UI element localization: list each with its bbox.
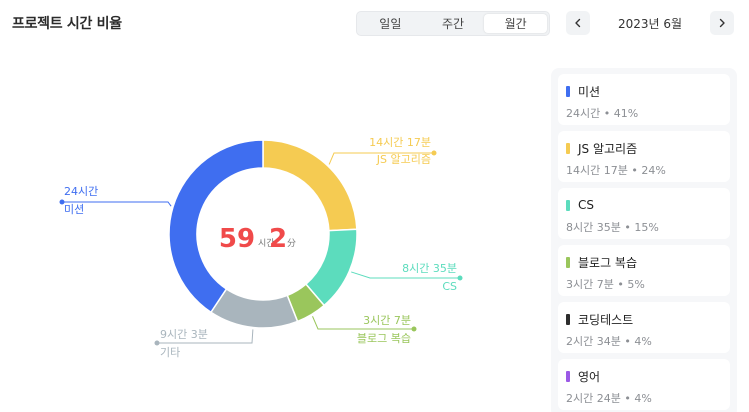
legend-detail: 8시간 35분 • 15% <box>566 221 659 234</box>
callout-name-label: CS <box>442 280 457 293</box>
legend-detail: 2시간 24분 • 4% <box>566 392 652 405</box>
donut-slice[interactable] <box>168 139 264 314</box>
chevron-right-icon <box>719 18 725 28</box>
legend-name: 블로그 복습 <box>578 255 638 270</box>
legend-item[interactable]: JS 알고리즘 14시간 17분 • 24% <box>558 131 730 182</box>
color-swatch <box>566 313 570 325</box>
tab-weekly[interactable]: 주간 <box>441 17 465 31</box>
center-hours-unit: 시간 <box>258 238 275 249</box>
legend-name: 영어 <box>578 369 601 384</box>
tab-monthly[interactable]: 월간 <box>484 14 548 33</box>
callout-value-label: 14시간 17분 <box>369 136 431 149</box>
callout-line <box>328 152 434 165</box>
current-month: 2023년 6월 <box>617 16 683 31</box>
callout-dot <box>457 275 463 281</box>
period-tabs: 일일 주간 월간 <box>356 11 550 36</box>
legend-name: JS 알고리즘 <box>578 141 638 156</box>
color-swatch <box>566 256 570 268</box>
callout-name-label: 블로그 복습 <box>357 332 411 345</box>
legend-name: CS <box>578 198 594 212</box>
callout-dot <box>59 199 65 205</box>
color-swatch <box>566 142 570 154</box>
callout-line <box>351 271 460 279</box>
callout-dot <box>154 340 160 346</box>
next-month-button[interactable] <box>710 11 734 35</box>
callout-line <box>62 201 172 207</box>
legend-item[interactable]: 미션 24시간 • 41% <box>558 74 730 125</box>
color-swatch <box>566 199 570 211</box>
legend-name: 미션 <box>578 84 601 99</box>
callout-line <box>312 316 414 330</box>
chevron-left-icon <box>575 18 581 28</box>
legend-item[interactable]: CS 8시간 35분 • 15% <box>558 188 730 239</box>
callout-value-label: 24시간 <box>64 185 98 198</box>
legend-detail: 3시간 7분 • 5% <box>566 278 645 291</box>
page-title: 프로젝트 시간 비율 <box>12 16 122 32</box>
center-minutes: 2 <box>269 224 287 254</box>
legend-item[interactable]: 영어 2시간 24분 • 4% <box>558 359 730 410</box>
legend-detail: 2시간 34분 • 4% <box>566 335 652 348</box>
prev-month-button[interactable] <box>566 11 590 35</box>
color-swatch <box>566 370 570 382</box>
legend-detail: 14시간 17분 • 24% <box>566 164 666 177</box>
color-swatch <box>566 85 570 97</box>
callout-name-label: JS 알고리즘 <box>376 152 431 166</box>
tab-daily[interactable]: 일일 <box>379 17 402 31</box>
center-minutes-unit: 分 <box>287 238 296 249</box>
legend-item[interactable]: 블로그 복습 3시간 7분 • 5% <box>558 245 730 296</box>
center-hours: 59 <box>219 224 255 254</box>
callout-name-label: 미션 <box>64 203 84 216</box>
donut-slice[interactable] <box>209 287 299 329</box>
callout-value-label: 9시간 3분 <box>160 328 208 341</box>
donut-slice[interactable] <box>262 139 358 232</box>
callout-dot <box>411 326 417 332</box>
callout-dot <box>431 150 437 156</box>
legend-item[interactable]: 코딩테스트 2시간 34분 • 4% <box>558 302 730 353</box>
callout-value-label: 8시간 35분 <box>402 262 457 275</box>
legend-panel: 미션 24시간 • 41% JS 알고리즘 14시간 17분 • 24% CS … <box>551 68 737 412</box>
legend-name: 코딩테스트 <box>578 312 634 327</box>
callout-value-label: 3시간 7분 <box>363 314 411 327</box>
legend-detail: 24시간 • 41% <box>566 107 639 120</box>
callout-line <box>157 329 254 344</box>
callout-name-label: 기타 <box>160 346 180 359</box>
